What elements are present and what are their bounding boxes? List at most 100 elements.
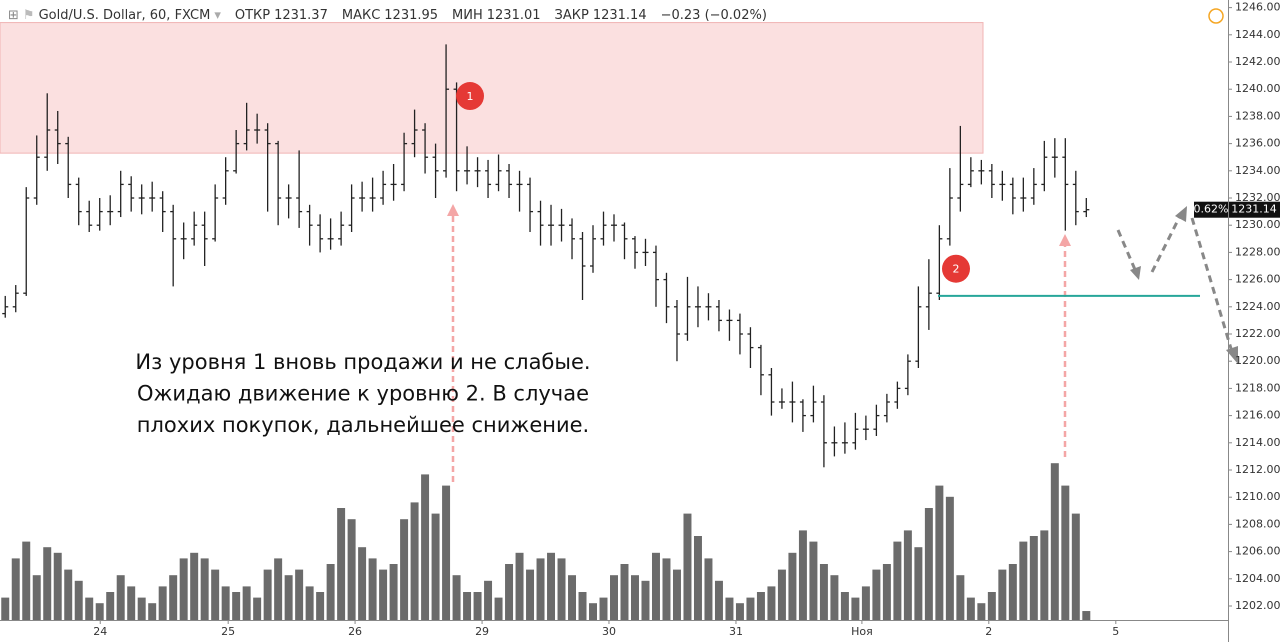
volume-bar bbox=[798, 530, 807, 620]
volume-bar bbox=[819, 564, 828, 620]
volume-bar bbox=[756, 592, 765, 620]
volume-bar bbox=[505, 564, 514, 620]
x-tick-label: 31 bbox=[729, 625, 743, 638]
volume-bar bbox=[704, 558, 713, 620]
volume-bar bbox=[379, 569, 388, 620]
volume-bar bbox=[137, 597, 146, 620]
volume-bar bbox=[158, 586, 167, 620]
volume-bar bbox=[358, 547, 367, 620]
y-tick-label: 1216.00 bbox=[1235, 409, 1280, 422]
volume-bar bbox=[400, 519, 409, 620]
x-tick-label: 26 bbox=[348, 625, 362, 638]
y-tick-label: 1222.00 bbox=[1235, 327, 1280, 340]
volume-bar bbox=[651, 552, 660, 620]
volume-bar bbox=[421, 474, 430, 620]
note-line: плохих покупок, дальнейшее снижение. bbox=[137, 413, 589, 437]
x-tick-label: 24 bbox=[93, 625, 107, 638]
volume-bar bbox=[74, 580, 83, 620]
x-tick-label: 25 bbox=[221, 625, 235, 638]
volume-bar bbox=[64, 569, 73, 620]
arrowhead bbox=[1175, 206, 1187, 222]
volume-bar bbox=[840, 592, 849, 620]
volume-bar bbox=[547, 552, 556, 620]
volume-bar bbox=[337, 508, 346, 620]
y-tick-label: 1230.00 bbox=[1235, 218, 1280, 231]
volume-bar bbox=[714, 580, 723, 620]
volume-bar bbox=[589, 603, 597, 620]
volume-bar bbox=[347, 519, 356, 620]
volume-bar bbox=[211, 569, 220, 620]
volume-bar bbox=[463, 592, 472, 620]
x-tick-label: Ноя bbox=[851, 625, 873, 638]
volume-bar bbox=[295, 569, 304, 620]
volume-bar bbox=[1071, 513, 1080, 620]
y-tick-label: 1238.00 bbox=[1235, 109, 1280, 122]
volume-bar bbox=[945, 496, 954, 620]
volume-bar bbox=[641, 580, 650, 620]
x-tick-label: 2 bbox=[985, 625, 992, 638]
y-tick-label: 1232.00 bbox=[1235, 191, 1280, 204]
volume-bar bbox=[263, 569, 272, 620]
volume-bar bbox=[693, 536, 702, 620]
volume-bar bbox=[977, 603, 986, 620]
arrows bbox=[447, 204, 1238, 482]
volume-bar bbox=[861, 586, 870, 620]
volume-bar bbox=[316, 592, 325, 620]
volume-bar bbox=[127, 586, 136, 620]
resistance-zone bbox=[0, 22, 984, 154]
volume-bar bbox=[116, 575, 125, 620]
dropdown[interactable]: ▾ bbox=[214, 8, 221, 23]
volume-bar bbox=[599, 597, 608, 620]
y-tick-label: 1244.00 bbox=[1235, 28, 1280, 41]
volume-bar bbox=[735, 603, 744, 620]
volume-bar bbox=[672, 569, 681, 620]
volume-bar bbox=[851, 597, 860, 620]
volume-bar bbox=[966, 597, 975, 620]
volume-bar bbox=[442, 485, 451, 620]
volume-bar bbox=[1019, 541, 1028, 620]
volume-bar bbox=[1061, 485, 1070, 620]
volume-bar bbox=[169, 575, 178, 620]
volume-bar bbox=[872, 569, 881, 620]
volume-bar bbox=[106, 592, 115, 620]
volume-bar bbox=[494, 597, 503, 620]
y-tick-label: 1214.00 bbox=[1235, 436, 1280, 449]
volume-bar bbox=[368, 558, 377, 620]
volume-bar bbox=[578, 592, 587, 620]
x-tick-label: 29 bbox=[475, 625, 489, 638]
symbol[interactable]: Gold/U.S. Dollar, 60, FXCM bbox=[38, 8, 211, 23]
volume-bar bbox=[484, 580, 493, 620]
volume-bar bbox=[1040, 530, 1049, 620]
marker-label: 2 bbox=[953, 263, 960, 276]
volume-bar bbox=[515, 552, 524, 620]
arrowhead bbox=[447, 204, 459, 216]
volume-bar bbox=[253, 597, 262, 620]
y-tick-label: 1246.00 bbox=[1235, 1, 1280, 14]
volume-bar bbox=[389, 564, 398, 620]
arrow bbox=[1116, 229, 1138, 273]
volume-bar bbox=[746, 597, 755, 620]
volume-bar bbox=[557, 558, 566, 620]
header: ⊞ ⚑ Gold/U.S. Dollar, 60, FXCM ▾ ОТКР 1231… bbox=[8, 8, 767, 23]
y-tick-label: 1240.00 bbox=[1235, 82, 1280, 95]
note-line: Ожидаю движение к уровню 2. В случае bbox=[137, 382, 589, 406]
y-tick-label: 1220.00 bbox=[1235, 354, 1280, 367]
x-tick-label: 5 bbox=[1112, 625, 1119, 638]
volume-bar bbox=[620, 564, 629, 620]
volume-bar bbox=[788, 552, 797, 620]
volume-bar bbox=[1082, 611, 1091, 620]
volume-bar bbox=[998, 569, 1007, 620]
arrowhead bbox=[1130, 266, 1141, 280]
volume-bar bbox=[410, 502, 419, 620]
flag-icon[interactable]: ⚑ bbox=[22, 8, 35, 23]
alert-icon[interactable] bbox=[1208, 8, 1224, 24]
last-price: 1231.14 bbox=[1231, 203, 1277, 216]
last-price-tag bbox=[1229, 201, 1280, 218]
x-tick-label: 30 bbox=[602, 625, 616, 638]
volume-bar bbox=[683, 513, 692, 620]
expand-icon[interactable]: ⊞ bbox=[8, 8, 19, 23]
high-value: 1231.95 bbox=[384, 8, 439, 23]
low-value: 1231.01 bbox=[486, 8, 541, 23]
change: −0.23 (−0.02%) bbox=[660, 8, 767, 23]
